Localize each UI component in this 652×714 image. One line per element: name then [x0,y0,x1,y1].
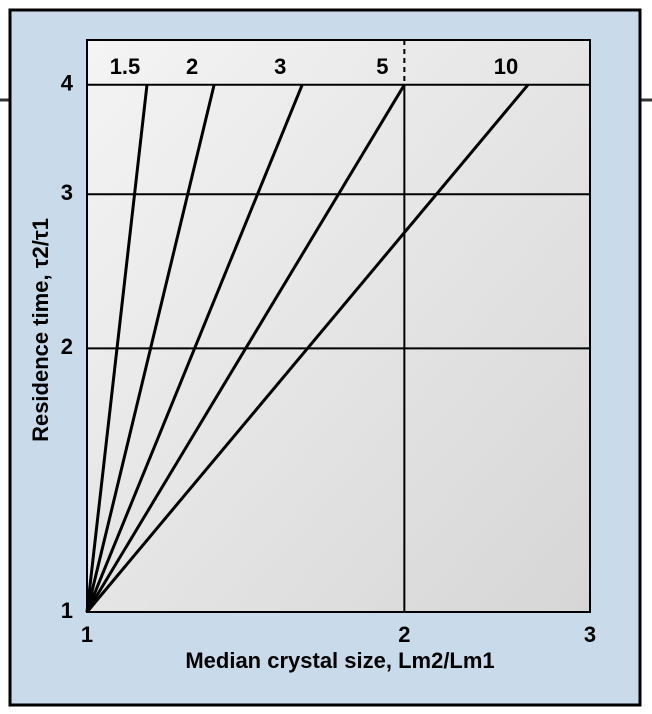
series-line [85,84,149,613]
series-line [85,84,216,613]
series-label: 3 [274,54,286,79]
x-axis-label: Median crystal size, Lm2/Lm1 [185,648,494,673]
series-line [85,83,530,613]
y-axis-label: Residence time, τ2/τ1 [28,218,53,442]
series-label: 2 [186,54,198,79]
x-tick-label: 3 [584,622,596,647]
y-tick-label: 4 [61,71,74,96]
x-tick-label: 1 [81,622,93,647]
series-label: 5 [376,54,388,79]
y-tick-label: 1 [61,598,73,623]
y-tick-label: 3 [61,180,73,205]
series-label: 10 [494,54,518,79]
series-label: 1.5 [110,54,141,79]
series-line [85,84,304,613]
plot-area [86,39,591,613]
x-tick-label: 2 [398,622,410,647]
series-line [85,84,406,613]
y-tick-label: 2 [61,334,73,359]
